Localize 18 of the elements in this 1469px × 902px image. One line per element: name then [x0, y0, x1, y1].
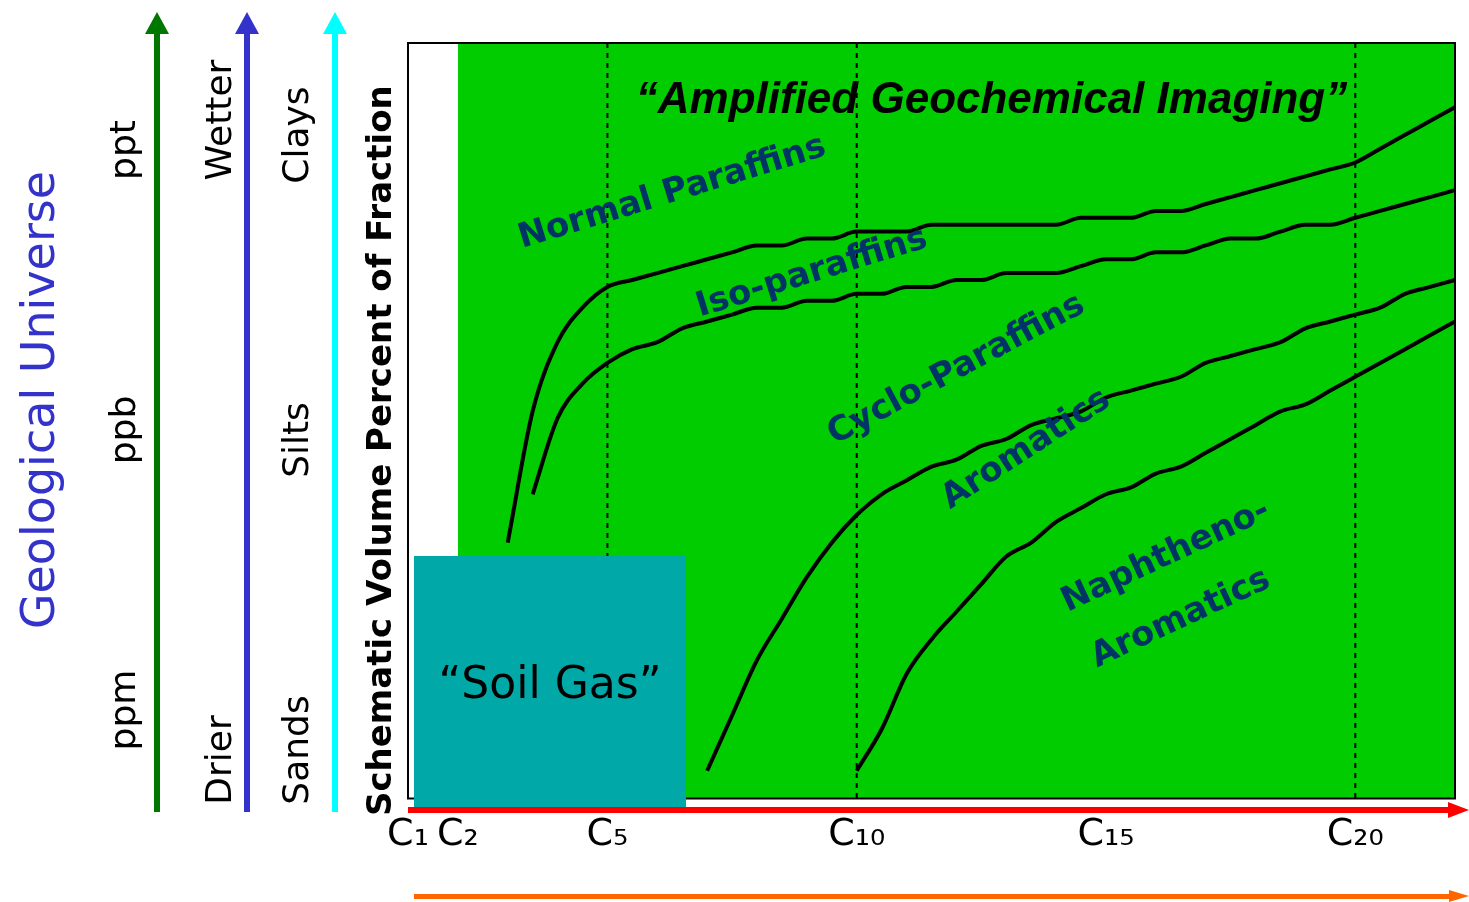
- chart-title: “Amplified Geochemical Imaging”: [635, 73, 1348, 123]
- text: Drier: [197, 715, 239, 805]
- text: Silts: [274, 402, 316, 478]
- x-tick-label: C₂₀: [1326, 810, 1384, 855]
- text: Sands: [274, 695, 316, 805]
- text: Geological Universe: [11, 170, 65, 630]
- text: ppb: [101, 395, 143, 465]
- x-tick-label: C₂: [436, 810, 479, 855]
- text: Wetter: [197, 59, 239, 181]
- soil-gas-box: “Soil Gas”: [414, 556, 686, 808]
- text: Clays: [274, 86, 316, 184]
- y-axis-title: Schematic Volume Percent of Fraction: [358, 85, 399, 817]
- x-tick-label: C₁₀: [828, 810, 886, 855]
- text: ppt: [101, 120, 143, 180]
- text: ppm: [101, 669, 143, 751]
- x-tick-label: C₅: [586, 810, 629, 855]
- annotation: “Soil Gas”: [438, 656, 662, 708]
- x-tick-label: C₁₅: [1077, 810, 1135, 855]
